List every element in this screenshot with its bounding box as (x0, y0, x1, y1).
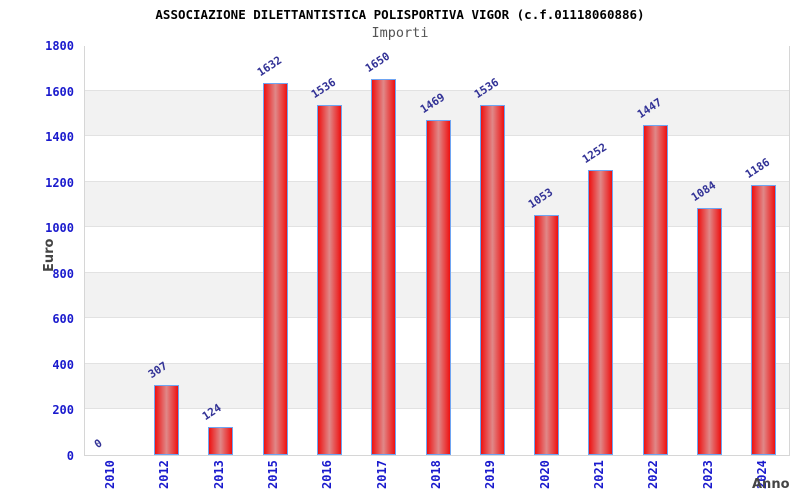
x-tick-label: 2022 (646, 460, 661, 489)
bar-2022 (642, 125, 668, 455)
grid-line (85, 89, 789, 91)
bar-2024 (751, 184, 777, 455)
x-tick-label: 2010 (103, 460, 118, 489)
x-tick-label: 2019 (483, 460, 498, 489)
y-tick-label: 0 (66, 449, 74, 463)
x-tick-label: 2021 (591, 460, 606, 489)
y-tick-label: 1400 (45, 130, 74, 145)
y-tick-label: 1200 (45, 175, 74, 190)
y-tick-label: 200 (52, 403, 74, 418)
bar-2020 (534, 215, 560, 455)
y-tick-label: 600 (52, 312, 74, 327)
bar-2018 (425, 120, 451, 455)
x-tick-label: 2017 (374, 460, 389, 489)
y-tick-label: 1000 (45, 221, 74, 236)
grid-band (85, 45, 789, 91)
y-tick-label: 400 (52, 357, 74, 372)
bar-2012 (153, 385, 179, 455)
chart-subtitle: Importi (371, 25, 429, 41)
x-tick-label: 2023 (700, 460, 715, 489)
x-axis-label: Anno (752, 477, 790, 492)
bar-2017 (371, 79, 397, 455)
plot-area: 0 307 124 1632 1536 1650 1469 1536 1053 1252 1447 1… (84, 45, 790, 456)
chart-title: ASSOCIAZIONE DILETTANTISTICA POLISPORTIV… (155, 7, 645, 22)
y-tick-label: 800 (52, 266, 74, 281)
x-tick-label: 2016 (320, 460, 335, 489)
x-tick-label: 2020 (537, 460, 552, 489)
x-tick-label: 2012 (157, 460, 172, 489)
bar-2021 (588, 169, 614, 455)
bar-2023 (697, 208, 723, 455)
x-tick-label: 2018 (429, 460, 443, 489)
x-tick-label: 2013 (211, 460, 226, 489)
y-tick-label: 1600 (45, 84, 74, 99)
bar-2016 (316, 105, 342, 455)
y-tick-label: 1800 (45, 39, 74, 53)
bar-2019 (479, 105, 505, 455)
bar-2015 (262, 83, 288, 455)
bar-2013 (208, 426, 234, 455)
x-tick-label: 2015 (266, 460, 281, 489)
